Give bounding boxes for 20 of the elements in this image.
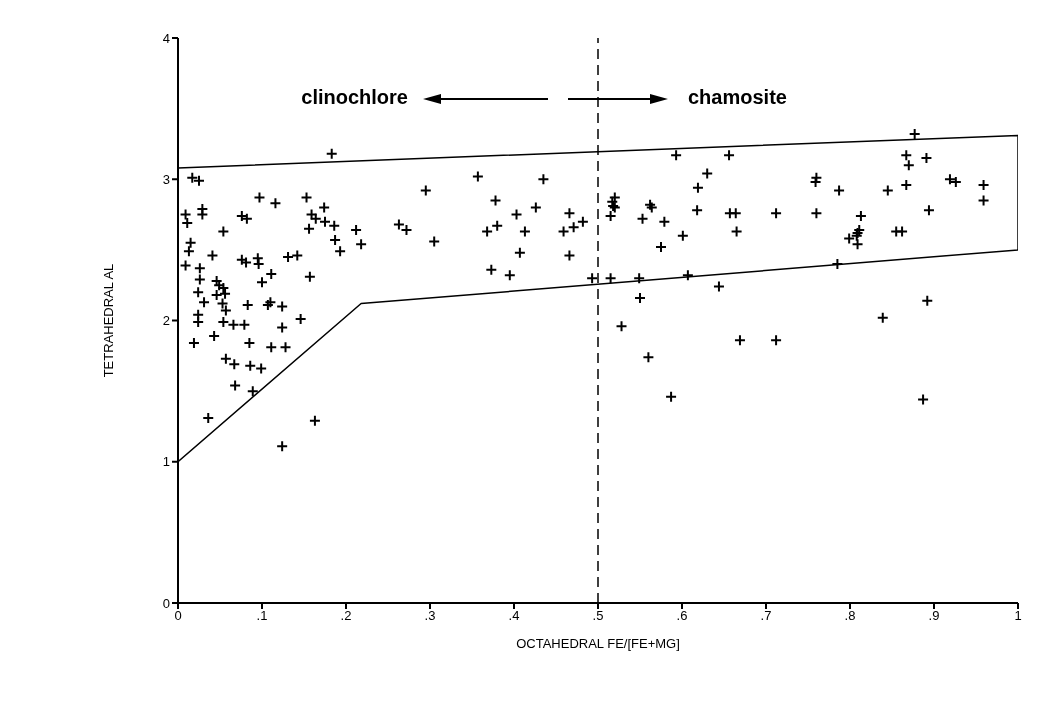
y-axis-title: TETRAHEDRAL AL xyxy=(100,263,116,378)
y-tick-label: 1 xyxy=(162,454,170,470)
x-tick-label: .5 xyxy=(592,608,604,624)
x-tick-label: .1 xyxy=(256,608,268,624)
x-tick-label: .9 xyxy=(928,608,940,624)
y-tick-label: 4 xyxy=(162,30,170,46)
x-tick-label: 1 xyxy=(1014,608,1022,624)
x-tick-label: .6 xyxy=(676,608,688,624)
y-tick-label: 2 xyxy=(162,313,170,329)
x-tick-label: .8 xyxy=(844,608,856,624)
y-tick-label: 3 xyxy=(162,171,170,187)
x-tick-label: .7 xyxy=(760,608,772,624)
annotation: chamosite xyxy=(688,86,787,109)
x-tick-label: 0 xyxy=(174,608,182,624)
x-tick-label: .2 xyxy=(340,608,352,624)
annotation: clinochlore xyxy=(301,86,408,109)
x-tick-label: .3 xyxy=(424,608,436,624)
x-tick-label: .4 xyxy=(508,608,520,624)
x-axis-title: OCTAHEDRAL FE/[FE+MG] xyxy=(516,636,680,651)
y-tick-label: 0 xyxy=(162,595,170,611)
